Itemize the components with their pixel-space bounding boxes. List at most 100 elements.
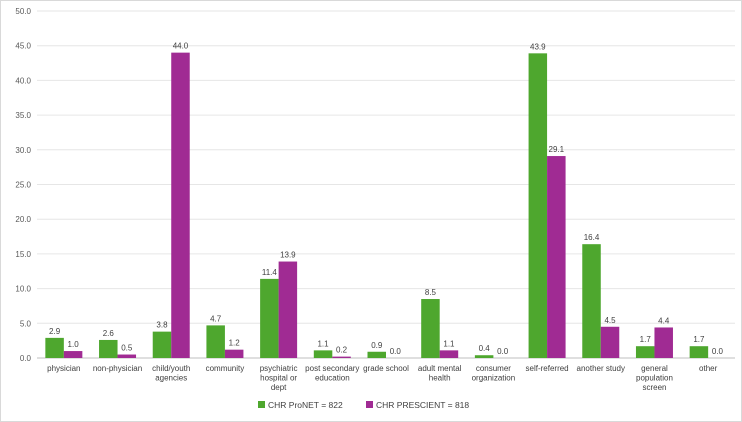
- data-label: 29.1: [549, 145, 565, 154]
- category-label-line: another study: [577, 364, 625, 373]
- y-tick-label: 50.0: [15, 7, 31, 16]
- bar-pronet: [474, 355, 494, 358]
- category-label-line: consumer: [476, 364, 511, 373]
- category-label-line: hospital or: [260, 374, 297, 383]
- bar-prescient: [654, 327, 673, 358]
- data-label: 1.1: [317, 339, 329, 348]
- bar-prescient: [439, 350, 459, 358]
- y-tick-label: 45.0: [15, 42, 31, 51]
- category-label-line: self-referred: [526, 364, 569, 373]
- data-label: 0.0: [497, 347, 509, 356]
- data-label: 16.4: [584, 233, 600, 242]
- category-label: community: [206, 364, 245, 373]
- data-label: 2.9: [49, 327, 61, 336]
- y-tick-label: 35.0: [15, 111, 31, 120]
- bar-prescient: [278, 261, 298, 358]
- bar-prescient: [63, 351, 83, 358]
- category-labels: physician non-physician child/youth agencie…: [47, 364, 717, 392]
- data-label: 13.9: [280, 251, 296, 260]
- category-label-line: post secondary: [305, 364, 359, 373]
- bar-pronet: [313, 350, 333, 358]
- data-label: 8.5: [425, 288, 437, 297]
- category-label: another study: [577, 364, 625, 373]
- data-label: 0.2: [336, 346, 348, 355]
- category-label-line: health: [429, 374, 451, 383]
- y-tick-label: 30.0: [15, 146, 31, 155]
- gridlines: [37, 10, 735, 359]
- data-label: 4.4: [658, 316, 670, 325]
- legend-label: CHR ProNET = 822: [268, 400, 343, 410]
- bar-pronet: [99, 339, 118, 358]
- bar-pronet: [367, 351, 386, 358]
- category-label-line: psychiatric: [260, 364, 298, 373]
- data-label: 4.7: [210, 314, 222, 323]
- data-label: 0.5: [121, 344, 133, 353]
- category-label-line: child/youth: [152, 364, 190, 373]
- bar-pronet: [689, 346, 709, 358]
- bar-pronet: [152, 331, 172, 358]
- bar-pronet: [421, 299, 440, 358]
- bar-pronet: [635, 346, 655, 358]
- category-label-line: population: [636, 374, 673, 383]
- legend-swatch: [366, 401, 373, 408]
- y-tick-label: 10.0: [15, 285, 31, 294]
- bar-prescient: [224, 349, 244, 358]
- bar-prescient: [547, 156, 566, 358]
- y-tick-label: 20.0: [15, 215, 31, 224]
- bar-pronet: [582, 244, 601, 358]
- category-label-line: non-physician: [93, 364, 142, 373]
- category-label-line: organization: [472, 374, 516, 383]
- data-label: 3.8: [156, 321, 168, 330]
- data-label: 0.4: [479, 344, 491, 353]
- bar-pronet: [45, 337, 64, 358]
- data-label: 0.9: [371, 341, 383, 350]
- y-tick-label: 25.0: [15, 181, 31, 190]
- category-label-line: education: [315, 374, 350, 383]
- legend: CHR ProNET = 822 CHR PRESCIENT = 818: [258, 400, 469, 410]
- data-label: 1.1: [443, 339, 455, 348]
- category-label-line: dept: [271, 383, 287, 392]
- category-label: general population screen: [636, 364, 673, 392]
- bar-prescient: [600, 326, 620, 358]
- data-label: 4.5: [604, 316, 616, 325]
- bar-prescient: [332, 356, 351, 358]
- y-tick-label: 15.0: [15, 250, 31, 259]
- category-label: other: [699, 364, 718, 373]
- data-labels: 2.9 1.0 2.6 0.5 3.8 44.0 4.7 1.2 11.413.9 1.1 0.2 0…: [49, 42, 723, 356]
- category-label-line: screen: [642, 383, 666, 392]
- data-label: 2.6: [103, 329, 115, 338]
- category-label-line: physician: [47, 364, 80, 373]
- y-tick-label: 5.0: [20, 319, 32, 328]
- bar-prescient: [117, 354, 137, 358]
- data-label: 1.0: [68, 340, 80, 349]
- bar-pronet: [206, 325, 225, 358]
- bar-pronet: [260, 278, 279, 358]
- bar-prescient: [171, 52, 190, 358]
- data-label: 1.7: [640, 335, 652, 344]
- category-label: psychiatric hospital or dept: [260, 364, 298, 392]
- legend-swatch: [258, 401, 265, 408]
- data-label: 1.2: [229, 339, 241, 348]
- category-label-line: agencies: [155, 374, 187, 383]
- category-label: physician: [47, 364, 80, 373]
- category-label: consumer organization: [472, 364, 516, 383]
- legend-label: CHR PRESCIENT = 818: [376, 400, 469, 410]
- category-label: self-referred: [526, 364, 569, 373]
- bar-pronet: [528, 53, 548, 359]
- category-label-line: adult mental: [418, 364, 462, 373]
- y-tick-label: 40.0: [15, 76, 31, 85]
- data-label: 0.0: [390, 347, 402, 356]
- data-label: 44.0: [173, 42, 189, 51]
- category-label: grade school: [363, 364, 409, 373]
- category-label: adult mental health: [418, 364, 462, 383]
- data-label: 11.4: [262, 268, 278, 277]
- category-label: post secondary education: [305, 364, 359, 383]
- category-label-line: other: [699, 364, 718, 373]
- data-label: 0.0: [712, 347, 724, 356]
- category-label: child/youth agencies: [152, 364, 190, 383]
- category-label-line: grade school: [363, 364, 409, 373]
- data-label: 1.7: [693, 335, 705, 344]
- category-label: non-physician: [93, 364, 142, 373]
